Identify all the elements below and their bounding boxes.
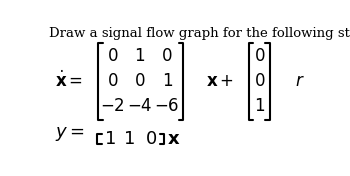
Text: $y = $: $y = $ [55, 125, 84, 143]
Text: $0$: $0$ [161, 48, 173, 65]
Text: $\mathbf{x} +$: $\mathbf{x} +$ [206, 73, 235, 90]
Text: $\dot{\mathbf{x}} =$: $\dot{\mathbf{x}} =$ [55, 71, 83, 92]
Text: $-4$: $-4$ [127, 98, 153, 115]
Text: $0$: $0$ [107, 48, 119, 65]
Text: $1$: $1$ [134, 48, 146, 65]
Text: $1$: $1$ [123, 130, 135, 148]
Text: $1$: $1$ [162, 73, 173, 90]
Text: $0$: $0$ [145, 130, 157, 148]
Text: $1$: $1$ [254, 98, 265, 115]
Text: Draw a signal flow graph for the following state equations.: Draw a signal flow graph for the followi… [49, 27, 350, 40]
Text: $0$: $0$ [134, 73, 146, 90]
Text: $0$: $0$ [254, 73, 265, 90]
Text: $-2$: $-2$ [100, 98, 125, 115]
Text: $-6$: $-6$ [154, 98, 180, 115]
Text: $1$: $1$ [104, 130, 116, 148]
Text: $0$: $0$ [107, 73, 119, 90]
Text: $0$: $0$ [254, 48, 265, 65]
Text: $\mathbf{x}$: $\mathbf{x}$ [167, 130, 181, 148]
Text: $r$: $r$ [295, 73, 304, 90]
